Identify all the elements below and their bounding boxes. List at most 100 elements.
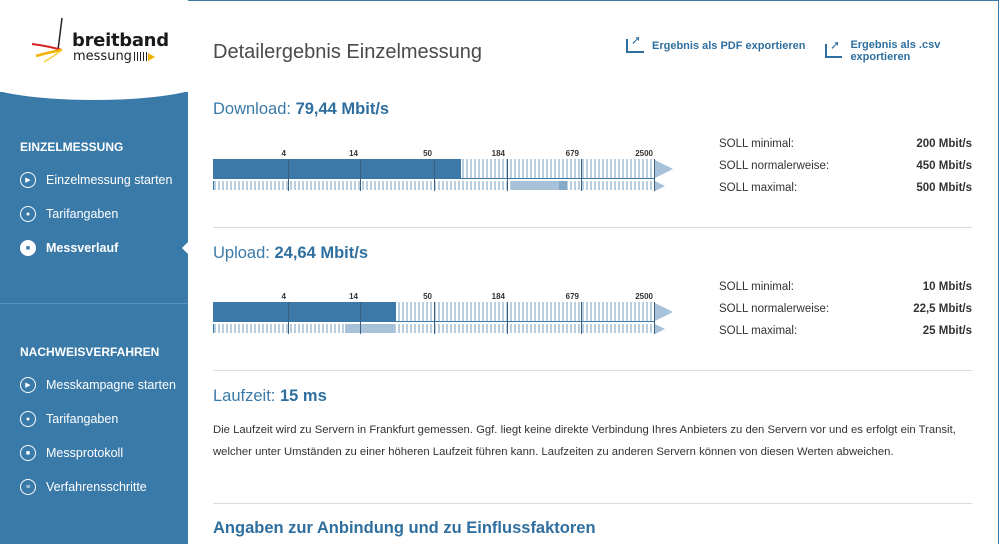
scale-ticks: 4 14 50 184 679 2500 (213, 149, 655, 159)
scale-ticks: 4 14 50 184 679 2500 (213, 292, 655, 302)
user-icon: ● (20, 411, 36, 427)
tick-line (507, 302, 508, 334)
sidebar-item-tarifangaben-2[interactable]: ● Tarifangaben (0, 402, 188, 436)
sidebar-item-verfahrensschritte[interactable]: ≡ Verfahrensschritte (0, 470, 188, 504)
sidebar: breitband messung EINZELMESSUNG ▶ Einzel… (0, 0, 208, 544)
arrow-right-icon (655, 303, 673, 321)
play-icon: ▶ (20, 377, 36, 393)
active-caret-icon (182, 242, 188, 254)
tick-label: 4 (281, 149, 286, 158)
sidebar-item-label: Verfahrensschritte (46, 480, 147, 494)
tick-label: 14 (349, 149, 358, 158)
download-bar-fill (214, 159, 461, 178)
upload-meter: 4 14 50 184 679 2500 (213, 292, 683, 338)
tick-line (360, 159, 361, 191)
tick-line (288, 159, 289, 191)
nav-section-einzelmessung: EINZELMESSUNG ▶ Einzelmessung starten ● … (0, 137, 188, 265)
tick-label: 4 (281, 292, 286, 301)
upload-label: Upload: (213, 244, 270, 262)
latency-heading: Laufzeit: 15 ms (213, 387, 327, 406)
tick-label: 2500 (635, 292, 653, 301)
list-icon: ≡ (20, 479, 36, 495)
main-content: Detailergebnis Einzelmessung Ergebnis al… (188, 0, 999, 544)
export-pdf-button[interactable]: Ergebnis als PDF exportieren (626, 33, 806, 53)
tick-line (654, 302, 655, 334)
soll-row: SOLL normalerweise: 450 Mbit/s (719, 160, 972, 172)
divider (213, 370, 972, 371)
sidebar-item-messverlauf[interactable]: ■ Messverlauf (0, 231, 188, 265)
tick-line (581, 159, 582, 191)
arrow-right-icon (655, 181, 665, 191)
sidebar-item-messkampagne-starten[interactable]: ▶ Messkampagne starten (0, 368, 188, 402)
user-icon: ● (20, 206, 36, 222)
export-pdf-label: Ergebnis als PDF exportieren (652, 40, 806, 52)
tick-label: 679 (565, 292, 579, 301)
save-icon: ■ (20, 240, 36, 256)
nav-divider (0, 303, 188, 304)
sidebar-item-label: Einzelmessung starten (46, 173, 173, 187)
tick-label: 679 (565, 149, 579, 158)
play-icon: ▶ (20, 172, 36, 188)
upload-soll-table: SOLL minimal: 10 Mbit/s SOLL normalerweis… (719, 276, 972, 342)
download-soll-normal (559, 181, 567, 190)
sidebar-item-label: Tarifangaben (46, 207, 119, 221)
save-icon: ■ (20, 445, 36, 461)
download-soll-range (511, 181, 567, 190)
divider (213, 503, 972, 504)
section-title-anbindung: Angaben zur Anbindung und zu Einflussfak… (213, 519, 596, 537)
download-meter: 4 14 50 184 679 2500 (213, 149, 683, 195)
download-soll-table: SOLL minimal: 200 Mbit/s SOLL normalerwei… (719, 133, 972, 199)
download-heading: Download: 79,44 Mbit/s (213, 100, 389, 119)
latency-description: Die Laufzeit wird zu Servern in Frankfur… (213, 424, 956, 458)
download-label: Download: (213, 100, 291, 118)
download-value: 79,44 Mbit/s (295, 100, 390, 118)
page-title: Detailergebnis Einzelmessung (213, 41, 483, 63)
tick-line (434, 302, 435, 334)
sidebar-item-einzelmessung-starten[interactable]: ▶ Einzelmessung starten (0, 163, 188, 197)
sidebar-item-messprotokoll[interactable]: ■ Messprotokoll (0, 436, 188, 470)
tick-label: 50 (423, 149, 432, 158)
soll-row: SOLL maximal: 25 Mbit/s (719, 325, 972, 337)
upload-heading: Upload: 24,64 Mbit/s (213, 244, 368, 263)
soll-row: SOLL normalerweise: 22,5 Mbit/s (719, 303, 972, 315)
logo[interactable]: breitband messung (30, 16, 169, 66)
nav-heading-einzelmessung: EINZELMESSUNG (20, 140, 124, 154)
sidebar-item-tarifangaben[interactable]: ● Tarifangaben (0, 197, 188, 231)
upload-value: 24,64 Mbit/s (274, 244, 369, 262)
export-csv-button[interactable]: Ergebnis als .csv exportieren (825, 38, 998, 63)
tick-line (288, 302, 289, 334)
tick-label: 184 (491, 292, 505, 301)
sidebar-item-label: Messprotokoll (46, 446, 124, 460)
nav-section-nachweisverfahren: NACHWEISVERFAHREN ▶ Messkampagne starten… (0, 342, 188, 504)
logo-line1: breitband (72, 30, 169, 51)
upload-soll-range (345, 324, 395, 333)
tick-label: 2500 (635, 149, 653, 158)
soll-row: SOLL minimal: 10 Mbit/s (719, 281, 972, 293)
export-csv-label: Ergebnis als .csv exportieren (850, 39, 941, 63)
tick-line (360, 302, 361, 334)
tick-label: 50 (423, 292, 432, 301)
logo-line2: messung (73, 49, 155, 64)
nav-heading-nachweisverfahren: NACHWEISVERFAHREN (20, 345, 160, 359)
tick-line (507, 159, 508, 191)
upload-bar-fill (214, 302, 396, 321)
sidebar-item-label: Messverlauf (46, 241, 119, 255)
arrow-right-icon (655, 160, 673, 178)
tick-label: 184 (491, 149, 505, 158)
logo-star-icon (31, 17, 63, 63)
soll-row: SOLL minimal: 200 Mbit/s (719, 138, 972, 150)
tick-line (581, 302, 582, 334)
tick-line (434, 159, 435, 191)
divider (213, 227, 972, 228)
soll-row: SOLL maximal: 500 Mbit/s (719, 182, 972, 194)
export-icon (825, 38, 843, 58)
export-icon (626, 33, 644, 53)
logo-area: breitband messung (0, 0, 208, 100)
sidebar-item-label: Messkampagne starten (46, 378, 176, 392)
tick-line (654, 159, 655, 191)
sidebar-item-label: Tarifangaben (46, 412, 119, 426)
latency-value: 15 ms (279, 387, 327, 405)
tick-label: 14 (349, 292, 358, 301)
arrow-right-icon (655, 324, 665, 334)
latency-label: Laufzeit: (213, 387, 276, 405)
